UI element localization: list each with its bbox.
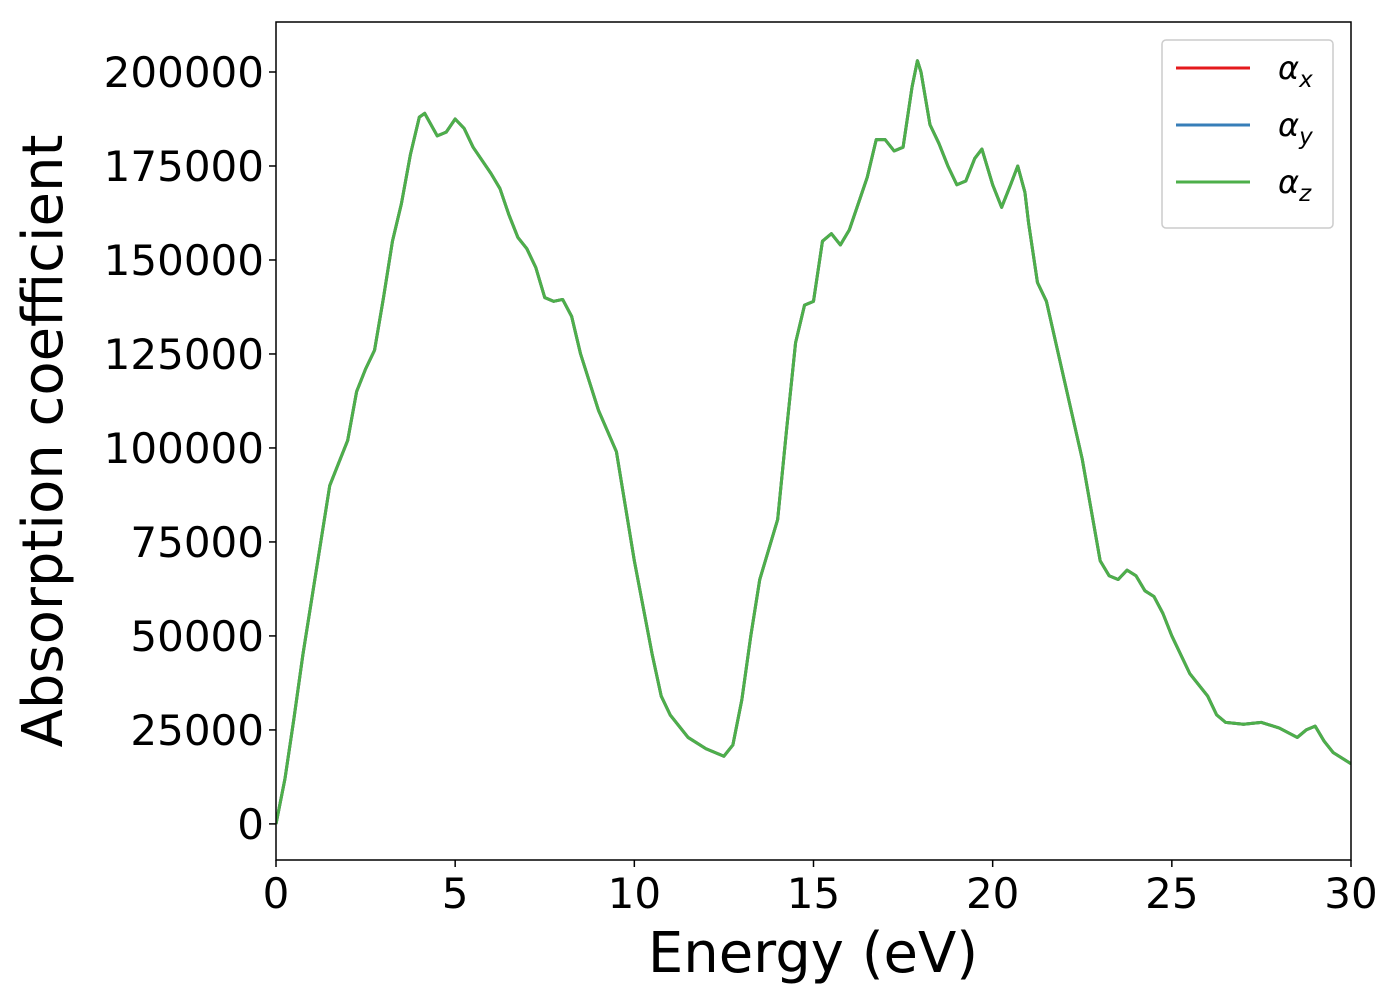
legend-symbol: α: [1278, 106, 1299, 144]
series-line: [276, 59, 1351, 825]
x-axis-label: Energy (eV): [648, 921, 978, 986]
x-tick-label: 5: [442, 869, 469, 918]
legend-subscript: y: [1298, 124, 1313, 150]
legend-label: αy: [1278, 106, 1313, 150]
plot-frame: [275, 21, 1352, 861]
y-tick-label: 0: [237, 800, 264, 849]
x-tick-label: 10: [608, 869, 661, 918]
y-tick-label: 100000: [104, 424, 264, 473]
y-tick-label: 200000: [104, 48, 264, 97]
x-tick-label: 20: [966, 869, 1019, 918]
legend-symbol: α: [1278, 163, 1299, 201]
x-tick-label: 15: [787, 869, 840, 918]
x-tick-label: 0: [263, 869, 290, 918]
legend-label: αx: [1278, 49, 1313, 93]
legend-label: αz: [1278, 163, 1312, 207]
y-tick-label: 125000: [104, 330, 264, 379]
legend-symbol: α: [1278, 49, 1299, 87]
y-tick-label: 50000: [130, 612, 264, 661]
y-tick-label: 150000: [104, 236, 264, 285]
y-tick-label: 175000: [104, 142, 264, 191]
x-tick-label: 30: [1324, 869, 1377, 918]
legend-subscript: z: [1298, 181, 1312, 207]
y-tick-label: 25000: [130, 706, 264, 755]
y-axis-label: Absorption coefficient: [11, 135, 76, 748]
y-tick-label: 75000: [130, 518, 264, 567]
x-tick-label: 25: [1145, 869, 1198, 918]
legend-subscript: x: [1298, 67, 1313, 93]
